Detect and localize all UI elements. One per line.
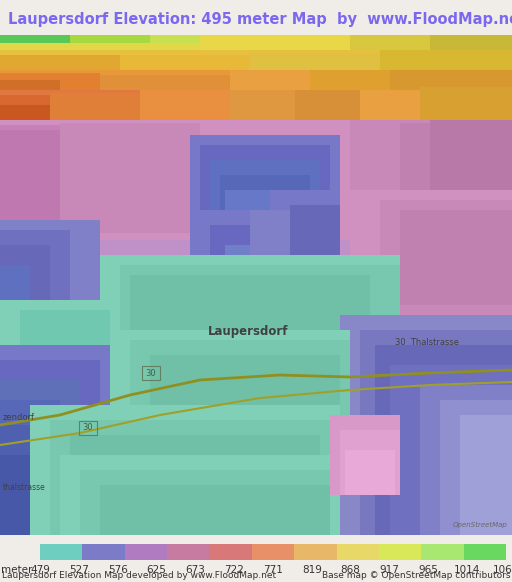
Bar bbox=[79, 421, 97, 435]
Bar bbox=[421, 544, 464, 560]
Bar bbox=[142, 366, 160, 380]
Bar bbox=[167, 544, 209, 560]
Text: Base map © OpenStreetMap contributors: Base map © OpenStreetMap contributors bbox=[322, 571, 510, 580]
Text: Laupersdorf Elevation Map developed by www.FloodMap.net: Laupersdorf Elevation Map developed by w… bbox=[2, 571, 276, 580]
Text: 868: 868 bbox=[340, 565, 360, 575]
Text: meter: meter bbox=[1, 565, 32, 575]
Text: 917: 917 bbox=[379, 565, 399, 575]
Text: 479: 479 bbox=[30, 565, 50, 575]
Bar bbox=[464, 544, 506, 560]
Text: 30: 30 bbox=[146, 368, 156, 378]
Bar bbox=[252, 544, 294, 560]
Bar bbox=[379, 544, 421, 560]
Text: 576: 576 bbox=[108, 565, 127, 575]
Text: thalstrasse: thalstrasse bbox=[3, 483, 46, 492]
Text: 819: 819 bbox=[302, 565, 322, 575]
Bar bbox=[294, 544, 336, 560]
Bar bbox=[82, 544, 125, 560]
Bar bbox=[40, 544, 82, 560]
Text: 673: 673 bbox=[185, 565, 205, 575]
Text: Laupersdorf: Laupersdorf bbox=[208, 325, 288, 338]
Text: 1014: 1014 bbox=[454, 565, 480, 575]
Text: 527: 527 bbox=[69, 565, 89, 575]
Text: OpenStreetMap: OpenStreetMap bbox=[453, 522, 508, 528]
Text: 1063: 1063 bbox=[493, 565, 512, 575]
Text: Laupersdorf Elevation: 495 meter Map  by  www.FloodMap.net (beta): Laupersdorf Elevation: 495 meter Map by … bbox=[8, 12, 512, 27]
Bar bbox=[125, 544, 167, 560]
Bar bbox=[336, 544, 379, 560]
Text: 30: 30 bbox=[82, 424, 93, 432]
Text: 30  Thalstrasse: 30 Thalstrasse bbox=[395, 338, 459, 347]
Text: 722: 722 bbox=[224, 565, 244, 575]
Text: 965: 965 bbox=[418, 565, 438, 575]
Text: 771: 771 bbox=[263, 565, 283, 575]
Bar bbox=[209, 544, 252, 560]
Text: zendorf: zendorf bbox=[3, 413, 35, 422]
Text: 625: 625 bbox=[146, 565, 166, 575]
